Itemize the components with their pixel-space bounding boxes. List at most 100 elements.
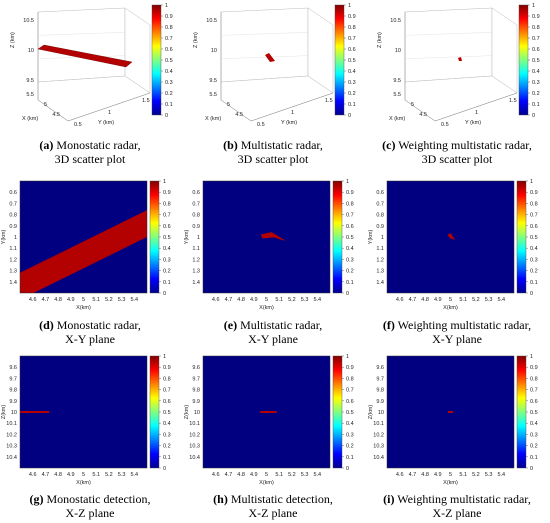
panel-xz-heatmap: 4.6 4.7 4.8 4.9 5 5.1 5.2 5.3 5.4 X(km) 9.6 9.7 9.8 9…: [1, 355, 148, 486]
colorbar-tick-label: 0.8: [346, 201, 354, 207]
heatmap-frame: [202, 355, 331, 469]
colorbar-tick-label: 0.1: [346, 280, 354, 286]
caption-f: (f) Weighting multistatic radar, X-Y pla…: [367, 318, 547, 346]
colorbar-tick-label: 0.1: [163, 280, 171, 286]
y-tick-label: 9.9: [376, 399, 384, 405]
y-tick-label: 1.4: [9, 280, 17, 286]
y-tick-label: 10.1: [189, 421, 200, 427]
y-tick-label: 9.7: [9, 376, 17, 382]
colorbar-tick-label: 0.2: [532, 91, 540, 97]
colorbar-tick-label: 0: [530, 466, 533, 472]
y-tick-label: 1.3: [9, 269, 17, 275]
y-tick-label: 0.8: [192, 213, 200, 219]
caption-i: (i) Weighting multistatic radar, X-Z pla…: [367, 492, 547, 520]
y-axis-label: Y(km): [1, 230, 7, 245]
z-tick-label: 9.5: [26, 78, 34, 84]
y-tick-label: 1.1: [9, 246, 17, 252]
colorbar-tick-label: 0: [532, 113, 535, 119]
colorbar-tick-label: 0.6: [346, 224, 354, 230]
colorbar-tick-label: 0.9: [165, 14, 173, 20]
x-tick-label: 5.4: [130, 297, 138, 303]
caption-text: Weighting multistatic radar,: [397, 492, 531, 506]
y-tick-label: 1.4: [192, 280, 200, 286]
x-tick-label: 4.9: [434, 472, 442, 478]
colorbar-tick-label: 0.7: [163, 388, 171, 394]
caption-text: 3D scatter plot: [54, 152, 126, 166]
x-tick-label: 5.3: [485, 297, 493, 303]
x-tick-label: 5: [265, 472, 268, 478]
y-tick-label: 0.8: [376, 213, 384, 219]
colorbar: 0 0.1 0.2 0.3 0.4 0.5 0.6 0.7 0.8 0.9 1: [516, 354, 538, 472]
colorbar-tick-label: 0: [346, 291, 349, 297]
y-tick-label: 9.9: [9, 399, 17, 405]
colorbar-tick-label: 0.9: [532, 14, 540, 20]
target-scatter: [37, 44, 133, 68]
colorbar-tick-label: 0: [530, 291, 533, 297]
x-tick-label: 4.9: [67, 297, 75, 303]
back-wall: [404, 7, 493, 83]
colorbar-scale: [518, 4, 529, 116]
x-axis-label: X (km): [205, 116, 221, 122]
heatmap-frame: [386, 355, 515, 469]
gridline: [404, 55, 493, 59]
colorbar-tick-label: 0.1: [163, 455, 171, 461]
x-tick-label: 5.2: [288, 297, 296, 303]
x-tick-label: 5.2: [105, 472, 113, 478]
colorbar-scale: [149, 180, 160, 294]
y-tick-label: 0.7: [9, 201, 17, 207]
caption-label: (c): [382, 138, 396, 152]
caption-text: Monostatic detection,: [46, 492, 151, 506]
colorbar-tick-label: 0.7: [346, 213, 354, 219]
y-axis-label: Y(km): [184, 230, 190, 245]
x-axis-line: [37, 99, 69, 122]
colorbar-tick-label: 0.8: [532, 25, 540, 31]
colorbar-tick-label: 0: [163, 291, 166, 297]
z-tick-label: 10.5: [206, 18, 217, 24]
colorbar-tick-label: 0.2: [165, 91, 173, 97]
y-axis-label: Z(km): [184, 405, 190, 420]
panel-3d-scatter: 10.5 10 9.5 Z (km) 5.5 5 4.5 X (km) 0.5 1 1.5 Y (km…: [193, 7, 334, 128]
x-tick-label: 4.7: [42, 472, 50, 478]
heatmap-frame: [19, 355, 148, 469]
x-tick-label: 5: [449, 472, 452, 478]
colorbar-tick-label: 1: [530, 179, 533, 185]
x-tick-label: 5: [227, 102, 230, 108]
x-tick-label: 4.7: [409, 472, 417, 478]
y-tick-label: 10: [11, 410, 17, 416]
x-tick-label: 4.5: [419, 112, 427, 118]
x-tick-label: 5.2: [288, 472, 296, 478]
z-axis-label: Z (km): [10, 32, 16, 48]
y-axis-label: Z(km): [1, 405, 7, 420]
colorbar-tick-label: 0.4: [348, 69, 356, 75]
x-axis-label: X(km): [259, 480, 274, 486]
colorbar-tick-label: 0.6: [163, 224, 171, 230]
colorbar: 0 0.1 0.2 0.3 0.4 0.5 0.6 0.7 0.8 0.9 1: [149, 179, 171, 297]
y-tick-label: 9.8: [9, 388, 17, 394]
y-tick-label: 9.6: [192, 365, 200, 371]
colorbar-tick-label: 1: [530, 354, 533, 360]
y-tick-label: 10.2: [6, 432, 17, 438]
colorbar-tick-label: 0.1: [530, 455, 538, 461]
colorbar-tick-label: 0.2: [163, 444, 171, 450]
colorbar-tick-label: 0.8: [346, 376, 354, 382]
colorbar-tick-label: 0.9: [530, 190, 538, 196]
caption-b: (b) Multistatic radar, 3D scatter plot: [183, 138, 363, 166]
colorbar-tick-label: 0.8: [530, 201, 538, 207]
colorbar-tick-label: 1: [346, 179, 349, 185]
colorbar: 0 0.1 0.2 0.3 0.4 0.5 0.6 0.7 0.8 0.9 1: [332, 179, 354, 297]
caption-d: (d) Monostatic radar, X-Y plane: [0, 318, 180, 346]
y-tick-label: 1: [291, 110, 294, 116]
x-tick-label: 5.1: [275, 472, 283, 478]
colorbar-tick-label: 0.5: [163, 235, 171, 241]
x-tick-label: 5.4: [313, 297, 321, 303]
y-axis-label: Y (km): [465, 120, 481, 126]
panel-xy-heatmap: 4.6 4.7 4.8 4.9 5 5.1 5.2 5.3 5.4 X(km) 0.6 0.7 0.8 0…: [184, 180, 331, 311]
colorbar-scale: [516, 355, 527, 469]
y-tick-label: 0.9: [376, 224, 384, 230]
colorbar-tick-label: 0.1: [348, 102, 356, 108]
colorbar-scale: [516, 180, 527, 294]
colorbar-tick-label: 0.3: [346, 432, 354, 438]
y-tick-label: 0.6: [192, 190, 200, 196]
y-tick-label: 9.7: [192, 376, 200, 382]
y-tick-label: 9.6: [9, 365, 17, 371]
